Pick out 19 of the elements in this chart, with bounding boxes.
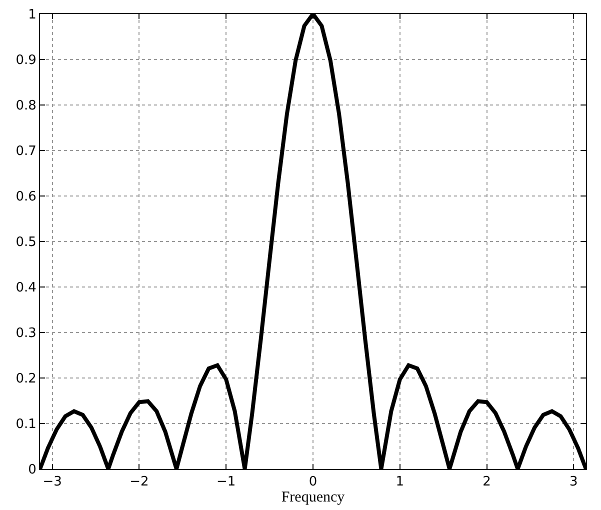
y-tick-label: 0.6 [16,190,36,205]
x-tick-label: −2 [130,474,149,490]
y-tick-label: 0 [28,462,36,478]
x-tick-label: −3 [42,474,62,490]
x-tick-label: −1 [216,474,236,490]
y-tick-label: 0.7 [16,144,36,160]
y-tick-label: 0.8 [16,98,36,114]
y-tick-label: 0.4 [16,280,36,296]
y-tick-label: 0.1 [16,417,36,432]
y-tick-label: 0.3 [16,326,36,342]
y-tick-label: 1 [28,8,36,23]
x-tick-label: 3 [570,474,578,490]
y-tick-label: 0.5 [16,235,36,250]
x-tick-label: 1 [396,474,404,490]
y-tick-label: 0.2 [16,372,36,387]
x-tick-label: 0 [308,474,318,490]
x-tick-label: 2 [482,474,491,490]
x-axis-title: Frequency [281,490,346,506]
y-tick-label: 0.9 [16,53,36,68]
